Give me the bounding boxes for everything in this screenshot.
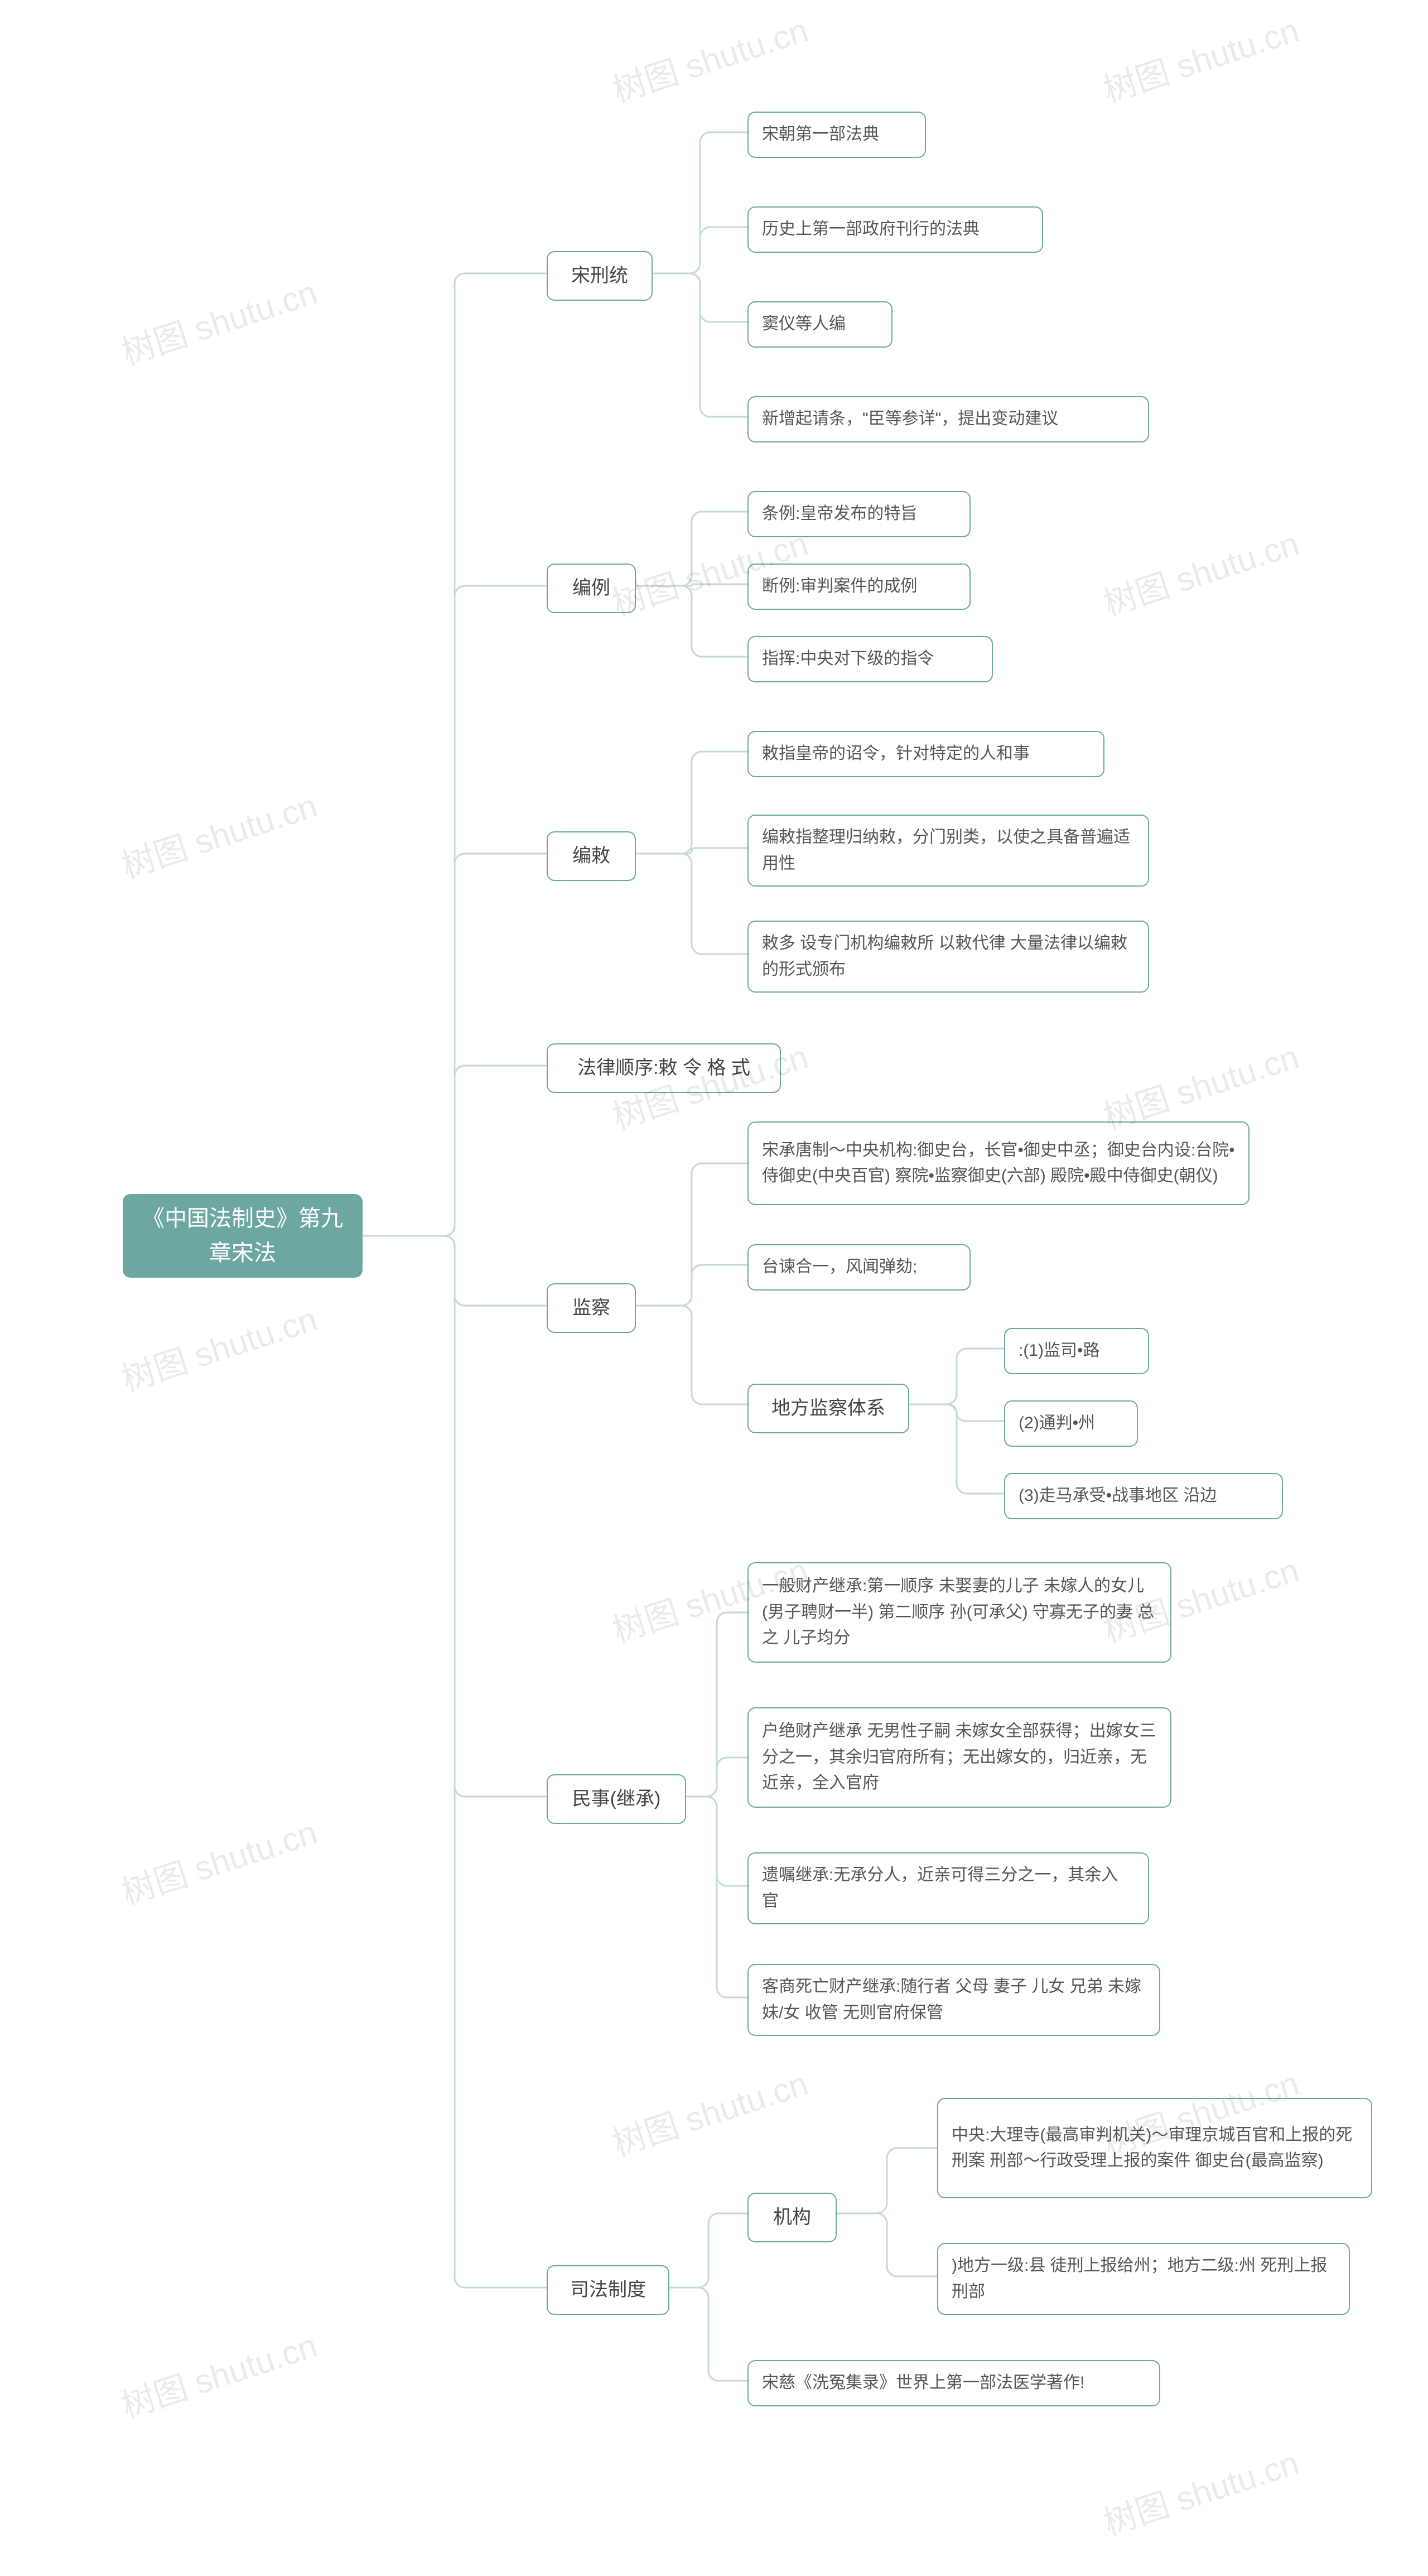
leaf-label: 宋慈《洗冤集录》世界上第一部法医学著作! [762,2370,1084,2396]
leaf-node: 敕指皇帝的诏令，针对特定的人和事 [747,731,1104,777]
watermark: 树图 shutu.cn [114,266,322,374]
watermark: 树图 shutu.cn [114,2319,322,2428]
watermark: 树图 shutu.cn [114,779,322,888]
watermark: 树图 shutu.cn [605,3,813,112]
branch-node: 编敕 [547,831,636,881]
leaf-node: 敕多 设专门机构编敕所 以敕代律 大量法律以编敕的形式颁布 [747,921,1149,993]
branch-label: 民事(继承) [572,1784,661,1814]
branch-label: 地方监察体系 [771,1394,885,1423]
watermark: 树图 shutu.cn [114,1805,322,1914]
leaf-label: (3)走马承受•战事地区 沿边 [1019,1483,1217,1509]
branch-label: 宋刑统 [571,261,628,291]
watermark: 树图 shutu.cn [1096,2436,1304,2545]
leaf-label: 敕指皇帝的诏令，针对特定的人和事 [762,741,1030,767]
leaf-label: 宋朝第一部法典 [762,122,879,148]
leaf-node: 宋承唐制～中央机构:御史台，长官•御史中丞；御史台内设:台院•侍御史(中央百官)… [747,1121,1250,1205]
leaf-node: 中央:大理寺(最高审判机关)～审理京城百官和上报的死刑案 刑部～行政受理上报的案… [937,2098,1372,2198]
leaf-node: 断例:审判案件的成例 [747,564,971,610]
leaf-node: 指挥:中央对下级的指令 [747,636,993,682]
branch-node: 监察 [547,1283,636,1333]
leaf-label: )地方一级:县 徒刑上报给州；地方二级:州 死刑上报刑部 [952,2253,1335,2305]
leaf-label: 断例:审判案件的成例 [762,574,917,600]
leaf-label: 敕多 设专门机构编敕所 以敕代律 大量法律以编敕的形式颁布 [762,931,1135,983]
branch-node: 机构 [747,2193,837,2242]
leaf-label: 编敕指整理归纳敕，分门别类，以使之具备普遍适用性 [762,825,1135,877]
watermark: 树图 shutu.cn [605,2057,813,2165]
watermark: 树图 shutu.cn [114,1292,322,1401]
branch-node: 法律顺序:敕 令 格 式 [547,1043,781,1093]
leaf-node: 台谏合一，风闻弹劾; [747,1244,971,1291]
leaf-label: 台谏合一，风闻弹劾; [762,1254,917,1280]
leaf-label: 户绝财产继承 无男性子嗣 未嫁女全部获得；出嫁女三分之一，其余归官府所有；无出嫁… [762,1718,1157,1797]
branch-label: 监察 [572,1293,610,1323]
leaf-label: 条例:皇帝发布的特旨 [762,501,917,527]
leaf-label: 指挥:中央对下级的指令 [762,646,934,672]
leaf-label: 中央:大理寺(最高审判机关)～审理京城百官和上报的死刑案 刑部～行政受理上报的案… [952,2122,1358,2174]
branch-label: 编敕 [572,841,610,871]
leaf-node: :(1)监司•路 [1004,1328,1149,1374]
leaf-node: 条例:皇帝发布的特旨 [747,491,971,537]
branch-label: 司法制度 [570,2275,646,2305]
leaf-label: 遗嘱继承:无承分人，近亲可得三分之一，其余入官 [762,1862,1135,1914]
leaf-node: )地方一级:县 徒刑上报给州；地方二级:州 死刑上报刑部 [937,2243,1350,2315]
branch-node: 编例 [547,564,636,613]
leaf-node: 新增起请条，"臣等参详"，提出变动建议 [747,396,1149,442]
leaf-node: 宋朝第一部法典 [747,112,926,158]
branch-node: 宋刑统 [547,251,653,301]
leaf-label: 新增起请条，"臣等参详"，提出变动建议 [762,406,1058,432]
leaf-label: 历史上第一部政府刊行的法典 [762,216,980,243]
branch-node: 民事(继承) [547,1774,686,1824]
leaf-node: (2)通判•州 [1004,1400,1138,1447]
leaf-label: 一般财产继承:第一顺序 未娶妻的儿子 未嫁人的女儿(男子聘财一半) 第二顺序 孙… [762,1573,1157,1651]
leaf-node: 宋慈《洗冤集录》世界上第一部法医学著作! [747,2360,1160,2406]
leaf-label: 宋承唐制～中央机构:御史台，长官•御史中丞；御史台内设:台院•侍御史(中央百官)… [762,1138,1235,1190]
leaf-node: 窦仪等人编 [747,301,893,348]
branch-node: 地方监察体系 [747,1384,909,1433]
root-label: 《中国法制史》第九章宋法 [136,1201,349,1270]
leaf-node: 一般财产继承:第一顺序 未娶妻的儿子 未嫁人的女儿(男子聘财一半) 第二顺序 孙… [747,1562,1171,1663]
leaf-node: 编敕指整理归纳敕，分门别类，以使之具备普遍适用性 [747,815,1149,887]
leaf-label: :(1)监司•路 [1019,1338,1100,1364]
branch-label: 法律顺序:敕 令 格 式 [577,1053,750,1083]
leaf-node: 遗嘱继承:无承分人，近亲可得三分之一，其余入官 [747,1852,1149,1924]
branch-label: 机构 [773,2203,811,2232]
branch-label: 编例 [572,574,610,603]
watermark: 树图 shutu.cn [1096,3,1304,112]
watermark: 树图 shutu.cn [1096,517,1304,625]
leaf-label: 窦仪等人编 [762,311,846,338]
leaf-node: (3)走马承受•战事地区 沿边 [1004,1473,1283,1519]
root-node: 《中国法制史》第九章宋法 [123,1194,363,1278]
leaf-label: 客商死亡财产继承:随行者 父母 妻子 儿女 兄弟 未嫁妹/女 收管 无则官府保管 [762,1974,1146,2026]
branch-node: 司法制度 [547,2265,669,2315]
leaf-label: (2)通判•州 [1019,1410,1095,1437]
leaf-node: 历史上第一部政府刊行的法典 [747,206,1043,253]
leaf-node: 户绝财产继承 无男性子嗣 未嫁女全部获得；出嫁女三分之一，其余归官府所有；无出嫁… [747,1707,1171,1808]
leaf-node: 客商死亡财产继承:随行者 父母 妻子 儿女 兄弟 未嫁妹/女 收管 无则官府保管 [747,1964,1160,2036]
